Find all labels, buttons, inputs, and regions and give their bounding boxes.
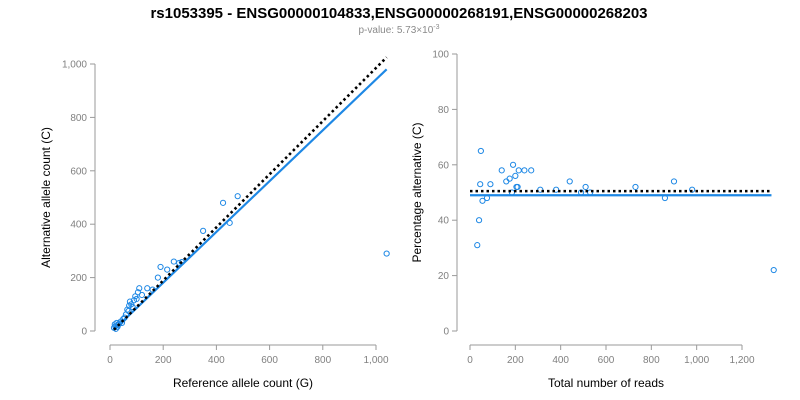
right-data-point xyxy=(509,161,517,168)
right-data-point xyxy=(477,181,484,188)
right-x-tick-label: 1,200 xyxy=(729,355,754,366)
left-data-point xyxy=(164,266,171,273)
right-y-tick-label: 40 xyxy=(438,216,450,227)
right-data-point xyxy=(521,167,528,174)
right-data-point xyxy=(498,167,505,174)
right-y-tick-label: 60 xyxy=(438,160,450,171)
right-y-tick-label: 0 xyxy=(443,327,449,338)
right-data-point xyxy=(582,183,589,191)
left-y-tick-label: 0 xyxy=(81,327,87,338)
right-data-point xyxy=(477,147,484,155)
left-data-point xyxy=(200,227,207,234)
right-x-tick-label: 1,000 xyxy=(684,355,709,366)
left-data-point xyxy=(144,285,151,292)
left-y-tick-label: 400 xyxy=(70,220,87,231)
allele-count-panel: 0 200 400 600 800 1,000 0 200 400 600 800 1,000 Refe… xyxy=(39,56,390,390)
right-x-tick-label: 800 xyxy=(643,355,660,366)
right-x-axis-label: Total number of reads xyxy=(548,376,664,390)
p-value-text: p-value: 5.73×10 xyxy=(358,25,433,36)
left-data-point xyxy=(383,250,390,257)
left-x-axis-label: Reference allele count (G) xyxy=(173,376,313,390)
right-y-tick-label: 20 xyxy=(438,271,450,282)
left-data-point xyxy=(234,193,241,200)
left-x-tick-label: 400 xyxy=(208,355,225,366)
chart-title: rs1053395 - ENSG00000104833,ENSG00000268… xyxy=(150,5,647,22)
right-data-point xyxy=(553,186,560,193)
left-y-axis-label: Alternative allele count (C) xyxy=(39,127,53,268)
right-data-point xyxy=(475,217,483,224)
right-data-point xyxy=(514,183,521,191)
right-data-point xyxy=(503,178,510,185)
left-data-point xyxy=(138,291,146,299)
left-data-point xyxy=(170,258,177,265)
left-fit-line xyxy=(113,68,388,331)
left-y-tick-label: 800 xyxy=(70,113,87,124)
right-x-tick-label: 200 xyxy=(507,355,524,366)
left-data-point xyxy=(133,295,140,303)
right-data-point xyxy=(487,181,494,188)
right-data-point xyxy=(770,266,777,274)
right-data-point xyxy=(632,183,639,191)
p-value-exponent: -3 xyxy=(433,24,439,31)
left-y-tick-label: 200 xyxy=(70,273,87,284)
left-y-tick-label: 600 xyxy=(70,166,87,177)
right-data-point xyxy=(506,175,513,182)
left-y-tick-label: 1,000 xyxy=(62,60,87,71)
right-x-tick-label: 600 xyxy=(598,355,615,366)
left-x-tick-label: 600 xyxy=(261,355,278,366)
left-data-point xyxy=(219,199,227,206)
right-x-tick-label: 0 xyxy=(467,355,473,366)
right-data-point xyxy=(474,242,481,249)
right-data-point xyxy=(566,178,573,185)
right-data-point xyxy=(479,197,486,204)
right-data-point xyxy=(528,167,535,174)
right-data-point xyxy=(512,172,519,179)
left-x-tick-label: 0 xyxy=(107,355,113,366)
left-data-point xyxy=(136,285,143,292)
left-expected-line xyxy=(113,56,388,331)
right-y-tick-label: 80 xyxy=(438,105,450,116)
left-x-tick-label: 200 xyxy=(155,355,172,366)
chart-subtitle: p-value: 5.73×10-3 xyxy=(358,24,439,36)
right-y-tick-label: 100 xyxy=(432,50,449,61)
right-y-axis-label: Percentage alternative (C) xyxy=(410,122,424,262)
percentage-panel: 0 200 400 600 800 1,000 1,200 0 20 40 60 80 100 Total… xyxy=(410,50,777,390)
left-data-point xyxy=(129,303,136,311)
left-data-point xyxy=(154,274,161,281)
right-x-tick-label: 400 xyxy=(552,355,569,366)
right-data-point xyxy=(537,186,544,193)
left-x-tick-label: 800 xyxy=(314,355,331,366)
right-data-point xyxy=(670,178,678,185)
right-data-point xyxy=(515,167,522,174)
left-data-point xyxy=(157,263,164,271)
left-x-tick-label: 1,000 xyxy=(363,355,388,366)
